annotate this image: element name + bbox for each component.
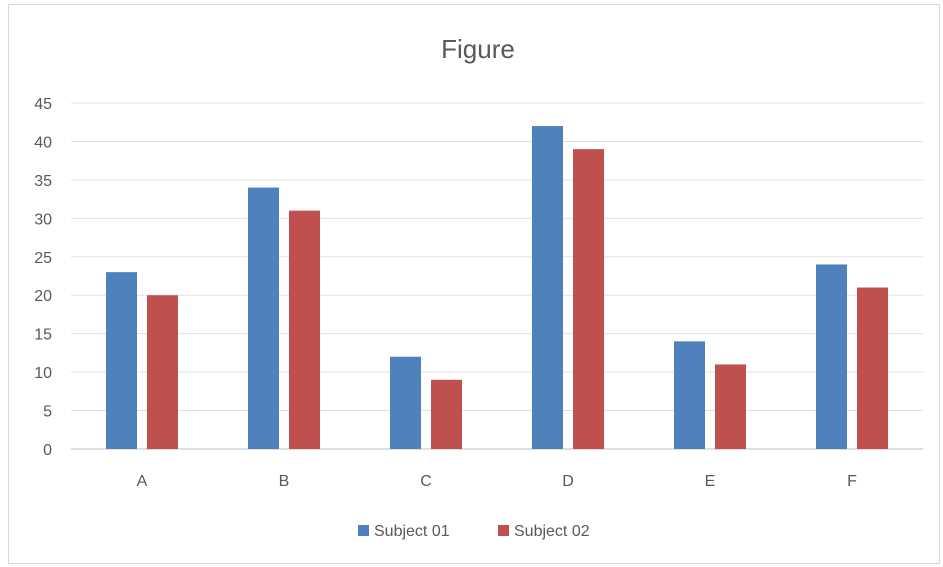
bar-d-series-1	[532, 126, 563, 450]
x-axis-tick-labels: A B C D E F	[137, 473, 857, 490]
legend-label-subject-02: Subject 02	[514, 523, 590, 540]
y-tick-label: 30	[34, 211, 52, 228]
gridlines	[71, 102, 923, 450]
legend-label-subject-01: Subject 01	[374, 523, 450, 540]
y-tick-label: 45	[34, 96, 52, 113]
bar-a-series-1	[106, 272, 137, 449]
bar-c-series-1	[390, 356, 421, 449]
chart-title: Figure	[441, 34, 515, 64]
y-tick-label: 5	[43, 404, 52, 421]
bar-b-series-2	[289, 210, 320, 449]
y-tick-label: 20	[34, 288, 52, 305]
y-tick-label: 25	[34, 250, 52, 267]
bar-f-series-1	[816, 264, 847, 449]
bar-b-series-1	[248, 187, 279, 450]
x-tick-label: B	[279, 473, 290, 490]
bar-e-series-1	[674, 341, 705, 449]
bar-c-series-2	[431, 379, 462, 449]
legend-swatch-subject-01	[358, 525, 369, 536]
x-tick-label: E	[705, 473, 716, 490]
x-tick-label: A	[137, 473, 148, 490]
y-tick-label: 10	[34, 365, 52, 382]
x-tick-label: D	[562, 473, 574, 490]
legend: Subject 01 Subject 02	[358, 523, 590, 540]
y-tick-label: 35	[34, 173, 52, 190]
y-tick-label: 40	[34, 134, 52, 151]
bar-f-series-2	[857, 287, 888, 449]
x-tick-label: C	[420, 473, 432, 490]
bar-e-series-2	[715, 364, 746, 449]
y-tick-label: 0	[43, 442, 52, 459]
bar-d-series-2	[573, 149, 604, 449]
y-tick-label: 15	[34, 327, 52, 344]
bars	[106, 126, 888, 450]
bar-a-series-2	[147, 295, 178, 449]
chart-frame	[8, 4, 940, 564]
x-tick-label: F	[847, 473, 857, 490]
legend-swatch-subject-02	[498, 525, 509, 536]
y-axis-tick-labels: 0 5 10 15 20 25 30 35 40 45	[34, 96, 52, 459]
